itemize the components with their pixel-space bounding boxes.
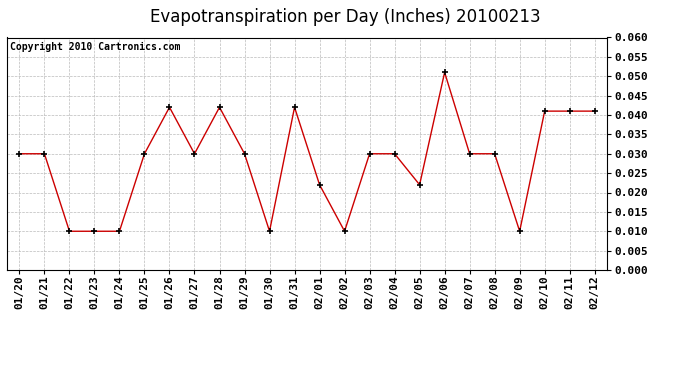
Text: Evapotranspiration per Day (Inches) 20100213: Evapotranspiration per Day (Inches) 2010…	[150, 8, 540, 26]
Text: Copyright 2010 Cartronics.com: Copyright 2010 Cartronics.com	[10, 42, 180, 52]
